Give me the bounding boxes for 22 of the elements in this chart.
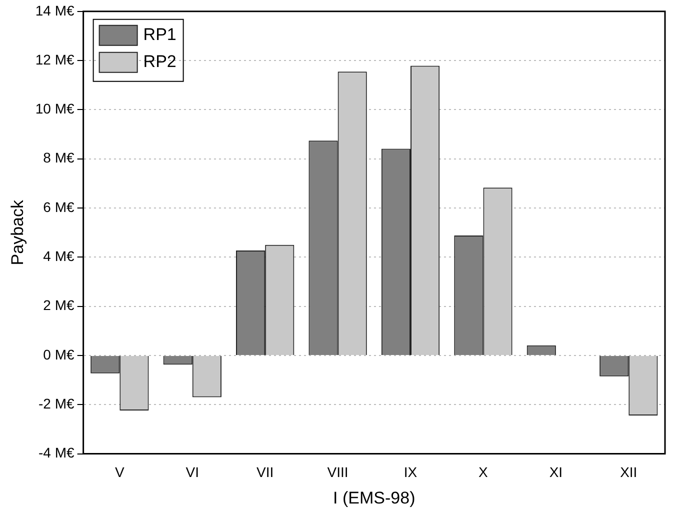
y-tick-label: 10 M€ bbox=[35, 100, 75, 117]
y-tick-label: 6 M€ bbox=[43, 198, 75, 215]
x-tick-label: VIII bbox=[327, 464, 348, 480]
y-tick-label: 12 M€ bbox=[35, 51, 75, 68]
y-tick-label: -4 M€ bbox=[38, 444, 75, 461]
x-tick-label: X bbox=[478, 464, 489, 480]
y-tick-label: 2 M€ bbox=[43, 297, 75, 314]
x-tick-label: XI bbox=[549, 464, 563, 480]
y-axis-title: Payback bbox=[8, 200, 27, 266]
y-tick-label: -2 M€ bbox=[38, 396, 75, 412]
y-tick-label: 14 M€ bbox=[35, 2, 75, 18]
y-tick-label: 8 M€ bbox=[43, 150, 75, 166]
x-tick-label: IX bbox=[404, 464, 418, 480]
x-tick-label: VI bbox=[186, 464, 199, 480]
x-tick-label: V bbox=[114, 464, 125, 480]
legend-label: RP1 bbox=[143, 25, 176, 44]
legend-label: RP2 bbox=[143, 52, 176, 72]
y-tick-label: 0 M€ bbox=[43, 346, 75, 362]
x-tick-label: VII bbox=[256, 464, 274, 480]
y-tick-label: 4 M€ bbox=[43, 248, 75, 264]
x-tick-label: XII bbox=[620, 464, 638, 480]
x-axis-title: I (EMS-98) bbox=[333, 488, 416, 508]
